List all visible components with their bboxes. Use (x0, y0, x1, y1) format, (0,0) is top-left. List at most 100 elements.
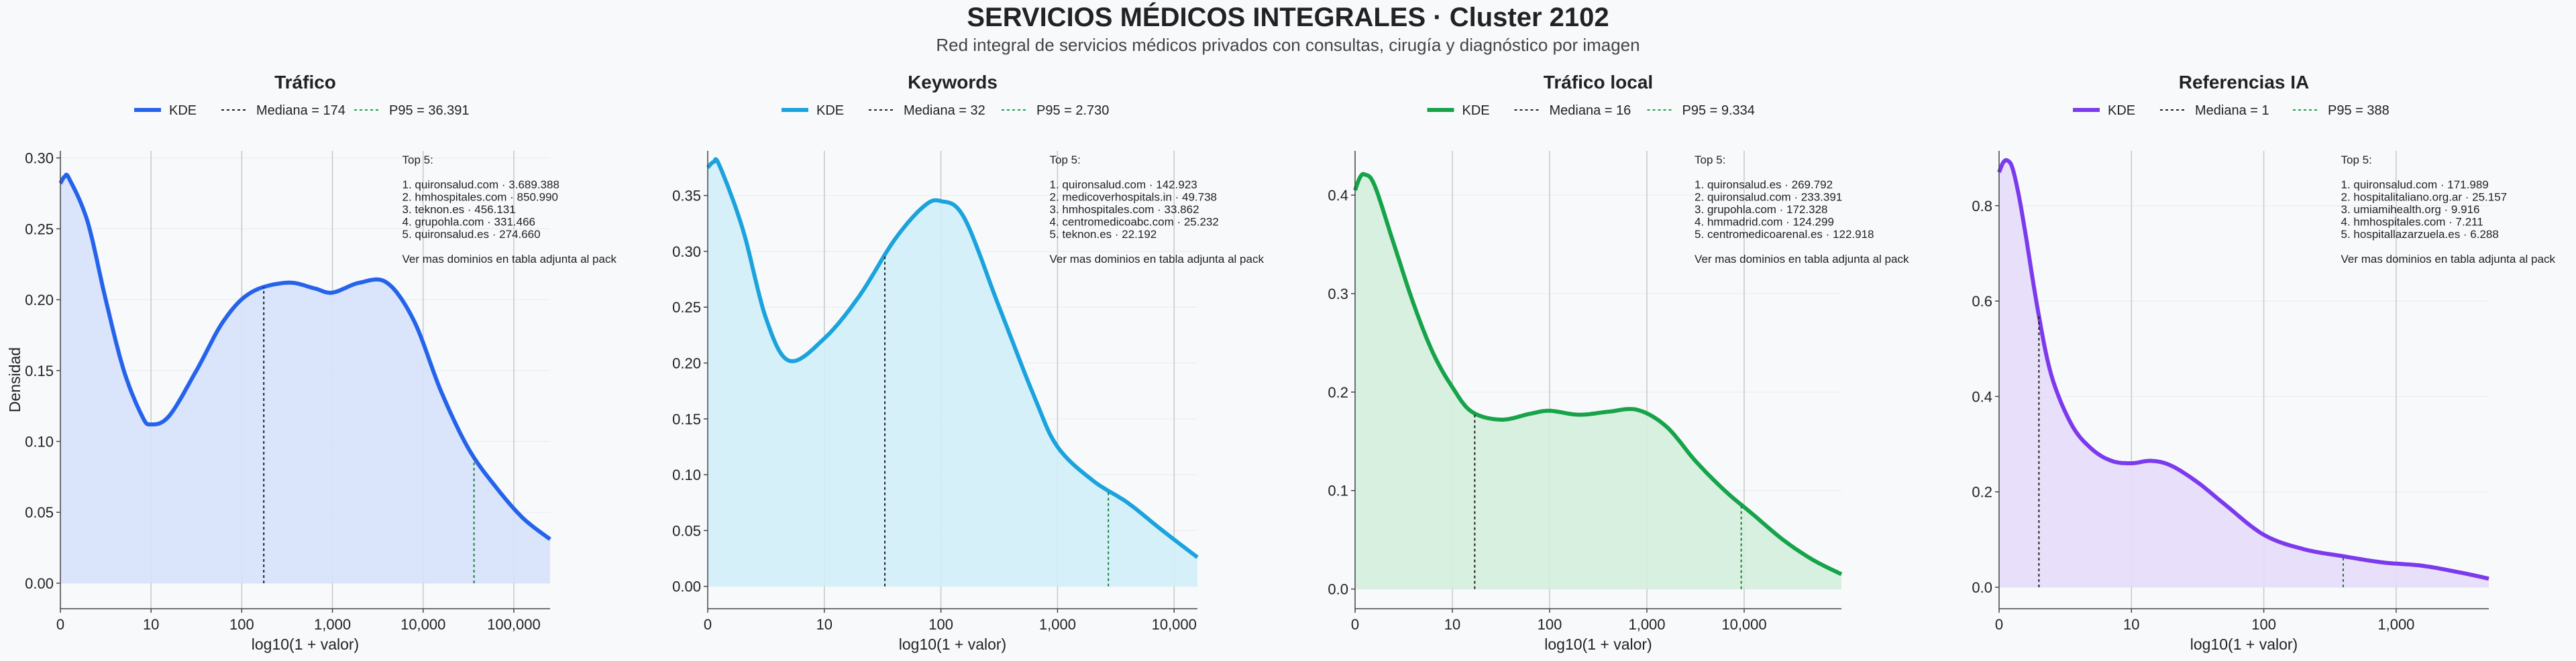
x-tick-label: 100,000 (487, 616, 541, 633)
x-tick-label: 100 (1538, 616, 1562, 633)
x-tick-label: 1,000 (1039, 616, 1076, 633)
y-tick-label: 0.15 (25, 363, 54, 379)
top5-line: 5. quironsalud.es · 274.660 (402, 228, 541, 241)
figure-title: SERVICIOS MÉDICOS INTEGRALES · Cluster 2… (967, 3, 1609, 32)
y-tick-label: 0.15 (672, 411, 701, 428)
y-tick-label: 0.25 (25, 221, 54, 237)
y-tick-label: 0.2 (1328, 384, 1348, 401)
top5-line: Top 5: (1695, 154, 1725, 166)
top5-line: 1. quironsalud.com · 142.923 (1050, 178, 1197, 191)
kde-area (708, 159, 1197, 587)
kde-area (60, 174, 550, 583)
x-tick-label: 1,000 (1628, 616, 1665, 633)
figure-subtitle: Red integral de servicios médicos privad… (936, 35, 1640, 55)
y-tick-label: 0.4 (1328, 187, 1348, 204)
y-tick-label: 0.2 (1972, 484, 1992, 501)
kde-line (58, 172, 551, 541)
x-tick-label: 0 (704, 616, 712, 633)
top5-line: 4. hmmadrid.com · 124.299 (1695, 216, 1834, 229)
kde-area (1999, 160, 2489, 587)
top5-line: 4. hmhospitales.com · 7.211 (2341, 216, 2483, 229)
y-axis-label: Densidad (6, 347, 23, 412)
y-tick-label: 0.10 (25, 433, 54, 450)
top5-line: 1. quironsalud.com · 171.989 (2341, 178, 2489, 191)
x-axis-label: log10(1 + valor) (252, 636, 359, 653)
legend-median-label: Mediana = 174 (256, 103, 345, 118)
x-tick-label: 100 (2251, 616, 2276, 633)
top5-line: 4. grupohla.com · 331.466 (402, 216, 535, 229)
kde-line (1997, 158, 2490, 581)
x-tick-label: 10,000 (1721, 616, 1766, 633)
top5-line: 5. teknon.es · 22.192 (1050, 228, 1157, 241)
kde-area (1355, 174, 1841, 589)
y-tick-label: 0.00 (672, 579, 701, 595)
x-tick-label: 10,000 (400, 616, 445, 633)
x-axis-label: log10(1 + valor) (2190, 636, 2298, 653)
top5-line: 5. centromedicoarenal.es · 122.918 (1695, 228, 1874, 241)
top5-line: Top 5: (1050, 154, 1081, 166)
top5-line: Ver mas dominios en tabla adjunta al pac… (2341, 253, 2556, 265)
y-tick-label: 0.20 (672, 355, 701, 372)
top5-line: 1. quironsalud.com · 3.689.388 (402, 178, 559, 191)
y-tick-label: 0.8 (1972, 198, 1992, 215)
x-tick-label: 0 (1351, 616, 1359, 633)
panel-title: Keywords (908, 72, 998, 93)
y-tick-label: 0.05 (25, 504, 54, 521)
legend-kde-label: KDE (2108, 103, 2135, 118)
x-axis-label: log10(1 + valor) (899, 636, 1006, 653)
x-axis-label: log10(1 + valor) (1544, 636, 1652, 653)
x-tick-label: 0 (56, 616, 64, 633)
y-tick-label: 0.3 (1328, 286, 1348, 302)
x-tick-label: 0 (1995, 616, 2003, 633)
y-tick-label: 0.35 (672, 188, 701, 204)
x-tick-label: 10 (1444, 616, 1460, 633)
top5-line: Ver mas dominios en tabla adjunta al pac… (1695, 253, 1909, 265)
top5-line: 2. hmhospitales.com · 850.990 (402, 191, 558, 204)
y-tick-label: 0.4 (1972, 388, 1992, 405)
y-tick-label: 0.30 (25, 150, 54, 167)
legend-p95-label: P95 = 36.391 (389, 103, 470, 118)
kde-line (1353, 172, 1843, 577)
y-tick-label: 0.05 (672, 522, 701, 539)
chart-panel-3: Tráfico local KDE Mediana = 16 P95 = 9.334 0… (1328, 72, 1909, 653)
top5-line: Ver mas dominios en tabla adjunta al pac… (402, 253, 617, 265)
x-tick-label: 10 (143, 616, 159, 633)
top5-line: 2. hospitalitaliano.org.ar · 25.157 (2341, 191, 2508, 204)
legend-p95-label: P95 = 9.334 (1682, 103, 1755, 118)
legend-median-label: Mediana = 1 (2195, 103, 2269, 118)
legend-median-label: Mediana = 32 (904, 103, 985, 118)
top5-line: 3. grupohla.com · 172.328 (1695, 203, 1827, 216)
chart-panel-4: Referencias IA KDE Mediana = 1 P95 = 388 0.0… (1972, 72, 2555, 653)
top5-line: 3. teknon.es · 456.131 (402, 203, 516, 216)
y-tick-label: 0.1 (1328, 483, 1348, 499)
top5-line: 1. quironsalud.es · 269.792 (1695, 178, 1833, 191)
y-tick-label: 0.10 (672, 467, 701, 483)
x-tick-label: 10,000 (1152, 616, 1197, 633)
legend-p95-label: P95 = 388 (2328, 103, 2390, 118)
legend-median-label: Mediana = 16 (1550, 103, 1631, 118)
y-tick-label: 0.0 (1972, 579, 1992, 596)
legend-p95-label: P95 = 2.730 (1036, 103, 1109, 118)
legend-kde-label: KDE (1462, 103, 1490, 118)
x-tick-label: 10 (816, 616, 833, 633)
top5-line: 3. hmhospitales.com · 33.862 (1050, 203, 1199, 216)
y-tick-label: 0.00 (25, 575, 54, 592)
x-tick-label: 1,000 (2377, 616, 2414, 633)
legend-kde-label: KDE (816, 103, 844, 118)
chart-panel-1: Tráfico KDE Mediana = 174 P95 = 36.391 0.00 0… (6, 72, 616, 653)
top5-line: 5. hospitallazarzuela.es · 6.288 (2341, 228, 2499, 241)
kde-line (706, 157, 1199, 559)
x-tick-label: 100 (229, 616, 254, 633)
x-tick-label: 100 (928, 616, 953, 633)
y-tick-label: 0.30 (672, 243, 701, 260)
top5-line: 3. umiamihealth.org · 9.916 (2341, 203, 2480, 216)
y-tick-label: 0.0 (1328, 581, 1348, 598)
y-tick-label: 0.6 (1972, 293, 1992, 310)
top5-line: 2. quironsalud.com · 233.391 (1695, 191, 1842, 204)
panel-title: Referencias IA (2179, 72, 2310, 93)
y-tick-label: 0.20 (25, 292, 54, 308)
top5-line: 2. medicoverhospitals.in · 49.738 (1050, 191, 1217, 204)
y-tick-label: 0.25 (672, 299, 701, 316)
